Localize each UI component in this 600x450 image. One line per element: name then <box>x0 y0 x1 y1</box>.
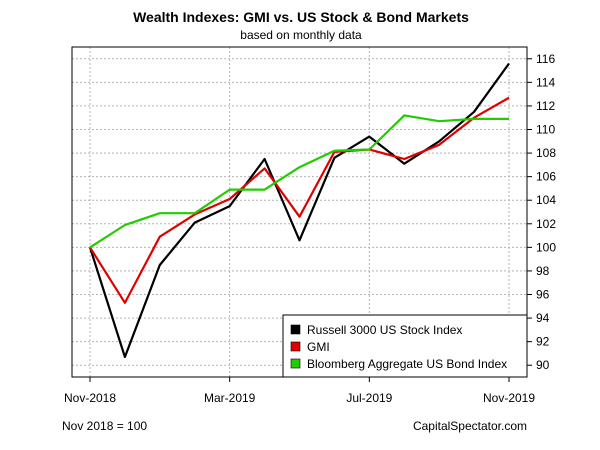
y-tick-label: 92 <box>536 335 550 349</box>
series-lines <box>88 62 510 359</box>
legend-swatch <box>290 341 301 352</box>
y-axis: 90 92 94 96 98 100 102 104 106 108 110 112 114 116 <box>527 52 556 372</box>
legend-box <box>282 314 528 378</box>
chart-title: Wealth Indexes: GMI vs. US Stock & Bond … <box>133 9 469 25</box>
x-tick-label: Jul-2019 <box>346 391 392 405</box>
chart-subtitle: based on monthly data <box>240 28 362 42</box>
legend-label: Bloomberg Aggregate US Bond Index <box>307 357 507 371</box>
y-tick-label: 96 <box>536 288 550 302</box>
legend: Russell 3000 US Stock Index GMI Bloomberg … <box>282 314 528 378</box>
series-line <box>88 62 510 359</box>
footer-note: Nov 2018 = 100 <box>62 419 148 433</box>
y-tick-label: 100 <box>536 240 556 254</box>
series-line <box>89 96 510 304</box>
grid <box>72 47 527 377</box>
footer-source: CapitalSpectator.com <box>412 419 527 433</box>
series-line <box>89 114 509 249</box>
x-axis: Nov-2018 Mar-2019 Jul-2019 Nov-2019 <box>64 377 535 405</box>
y-tick-label: 114 <box>536 75 555 89</box>
y-tick-label: 106 <box>536 170 556 184</box>
x-tick-label: Mar-2019 <box>204 391 256 405</box>
legend-swatch <box>290 324 301 335</box>
y-tick-label: 110 <box>536 123 555 137</box>
y-tick-label: 104 <box>536 193 556 207</box>
y-tick-label: 108 <box>536 146 556 160</box>
legend-label: Russell 3000 US Stock Index <box>307 323 462 337</box>
y-tick-label: 94 <box>536 311 550 325</box>
y-tick-label: 90 <box>536 358 550 372</box>
y-tick-label: 116 <box>536 52 555 66</box>
y-tick-label: 102 <box>536 217 556 231</box>
legend-label: GMI <box>307 340 330 354</box>
x-tick-label: Nov-2018 <box>64 391 116 405</box>
y-tick-label: 112 <box>536 99 555 113</box>
x-tick-label: Nov-2019 <box>483 391 535 405</box>
legend-swatch <box>290 358 301 369</box>
y-tick-label: 98 <box>536 264 550 278</box>
